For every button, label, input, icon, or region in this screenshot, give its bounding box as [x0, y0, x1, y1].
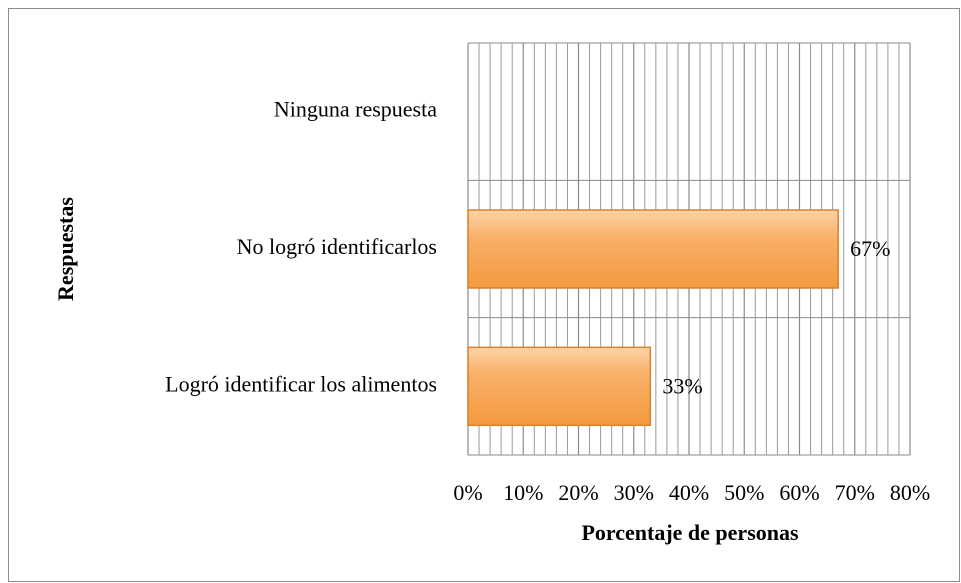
chart-frame — [8, 8, 960, 582]
x-tick-label: 20% — [558, 480, 598, 505]
data-label: 67% — [850, 236, 890, 261]
x-tick-label: 0% — [453, 480, 482, 505]
bar — [467, 346, 652, 427]
x-axis-title: Porcentaje de personas — [581, 520, 799, 545]
y-axis-title: Respuestas — [53, 197, 78, 301]
y-tick-label: Ninguna respuesta — [274, 97, 437, 122]
x-tick-label: 10% — [503, 480, 543, 505]
x-tick-label: 40% — [669, 480, 709, 505]
x-tick-label: 80% — [890, 480, 930, 505]
y-tick-label: Logró identificar los alimentos — [165, 371, 437, 396]
y-tick-label: No logró identificarlos — [237, 234, 437, 259]
bar — [467, 209, 839, 289]
x-tick-label: 70% — [835, 480, 875, 505]
x-tick-label: 60% — [779, 480, 819, 505]
x-tick-label: 30% — [614, 480, 654, 505]
data-label: 33% — [662, 373, 702, 398]
x-tick-label: 50% — [724, 480, 764, 505]
